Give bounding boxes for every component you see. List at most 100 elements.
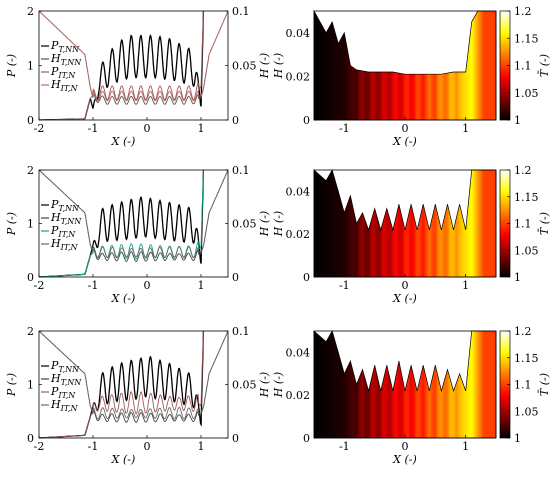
line-panel-1: -2 -1 0 1 0 1 2 0 0.05 0.1 X (-) P (-) H (-) PT,NNHT,… [5,5,271,148]
colorbar-tick-label: 1.1 [514,379,532,392]
colorbar-tick-label: 1.05 [514,87,539,100]
y-axis-label: H (-) [272,211,285,237]
x-tick-label: 0 [144,440,151,453]
legend-entry: PT,NN [50,359,80,374]
y-tick-label: 0 [27,114,34,127]
legend-entry: PIT,N [50,224,76,239]
temperature-field [313,169,497,278]
y-tick-label: 2 [27,5,34,18]
series-line-hitn [39,331,228,420]
colorbar-tick-label: 1.2 [514,164,532,177]
legend-entry: HT,NN [50,211,82,226]
colorbar-label: T̄ (-) [538,54,550,77]
x-axis-label: X (-) [111,453,136,466]
y2-axis-label: H (-) [258,372,271,398]
colorbar-tick-label: 1 [514,271,521,284]
series-line-pitn [39,331,204,438]
line-panel-2: -2 -1 0 1 0 1 2 0 0.05 0.1 X (-) P (-) H (-) PT,NNHT,… [5,164,271,305]
colorbar-tick-label: 1.05 [514,405,539,418]
x-tick-label: -1 [339,279,350,292]
y-tick-label: 1 [27,379,34,392]
y-tick-label: 0 [27,271,34,284]
colorbar-tick-label: 1 [514,114,521,127]
y2-tick-label: 0.1 [232,5,250,18]
x-tick-label: 1 [462,440,469,453]
legend-entry: HT,NN [50,52,82,67]
colorbar-tick-label: 1.2 [514,325,532,338]
line-panel-3: -2 -1 0 1 0 1 2 0 0.05 0.1 X (-) P (-) H (-) PT,NNHT,… [5,325,271,466]
x-tick-label: 1 [462,279,469,292]
y2-tick-label: 0.05 [232,218,257,231]
x-axis-label: X (-) [392,292,417,305]
y-tick-label: 0.04 [286,27,311,40]
series-line-hitn [39,170,228,259]
y-tick-label: 0.02 [286,228,311,241]
x-tick-label: 0 [402,122,409,135]
colorbar-tick-label: 1.1 [514,60,532,73]
x-axis-label: X (-) [111,292,136,305]
heatmap-panel-3: -1 0 1 0 0.02 0.04 X (-) H (-) 1 1.05 1.1 1.15 1.2 T̄… [272,325,550,466]
x-tick-label: -1 [339,440,350,453]
x-axis-label: X (-) [392,135,417,148]
y-axis-label: P (-) [5,54,18,78]
x-tick-label: 1 [198,440,205,453]
y-tick-label: 2 [27,164,34,177]
y2-tick-label: 0.1 [232,164,250,177]
x-tick-label: 1 [462,122,469,135]
x-tick-label: -1 [88,279,99,292]
y2-tick-label: 0.05 [232,379,257,392]
y-tick-label: 0.02 [286,389,311,402]
legend-entry: PT,NN [50,39,80,54]
y2-tick-label: 0.1 [232,325,250,338]
colorbar-tick-label: 1.05 [514,244,539,257]
x-tick-label: -1 [339,122,350,135]
x-tick-label: -2 [34,440,45,453]
y2-axis-label: H (-) [258,53,271,79]
y-tick-label: 2 [27,325,34,338]
y-tick-label: 1 [27,60,34,73]
heatmap-panel-1: -1 0 1 0 0.02 0.04 X (-) H (-) 1 1.05 1.1 1.15 1.2 T̄… [272,5,550,148]
legend-entry: PIT,N [50,385,76,400]
colorbar-tick-label: 1.1 [514,218,532,231]
x-tick-label: 0 [144,122,151,135]
x-tick-label: -2 [34,122,45,135]
temperature-field [313,330,497,439]
x-tick-label: 1 [198,279,205,292]
y-tick-label: 0 [27,432,34,445]
x-tick-label: 0 [402,279,409,292]
y-axis-label: P (-) [5,212,18,236]
legend-entry: HIT,N [50,398,78,413]
y-tick-label: 0.04 [286,185,311,198]
y-tick-label: 0.04 [286,346,311,359]
colorbar-tick-label: 1.2 [514,5,532,18]
legend-entry: HT,NN [50,372,82,387]
colorbar-tick-label: 1.15 [514,32,539,45]
y-tick-label: 1 [27,218,34,231]
y-tick-label: 0 [303,114,310,127]
series-line-pitn [39,11,204,120]
y-axis-label: P (-) [5,373,18,397]
x-axis-label: X (-) [111,135,136,148]
x-tick-label: -1 [88,122,99,135]
y2-tick-label: 0.05 [232,60,257,73]
colorbar-label: T̄ (-) [538,212,550,235]
y2-axis-label: H (-) [258,211,271,237]
legend-entry: HIT,N [50,78,78,93]
colorbar-tick-label: 1.15 [514,352,539,365]
x-axis-label: X (-) [392,453,417,466]
y-axis-label: H (-) [272,53,285,79]
y-tick-label: 0.02 [286,70,311,83]
y-tick-label: 0 [303,432,310,445]
legend-entry: PIT,N [50,65,76,80]
y2-tick-label: 0 [232,432,239,445]
y-tick-label: 0 [303,271,310,284]
colorbar-tick-label: 1 [514,432,521,445]
temperature-field [313,9,497,121]
legend-entry: PT,NN [50,198,80,213]
y-axis-label: H (-) [272,372,285,398]
x-tick-label: 0 [144,279,151,292]
heatmap-panel-2: -1 0 1 0 0.02 0.04 X (-) H (-) 1 1.05 1.1 1.15 1.2 T̄… [272,164,550,305]
x-tick-label: 0 [402,440,409,453]
